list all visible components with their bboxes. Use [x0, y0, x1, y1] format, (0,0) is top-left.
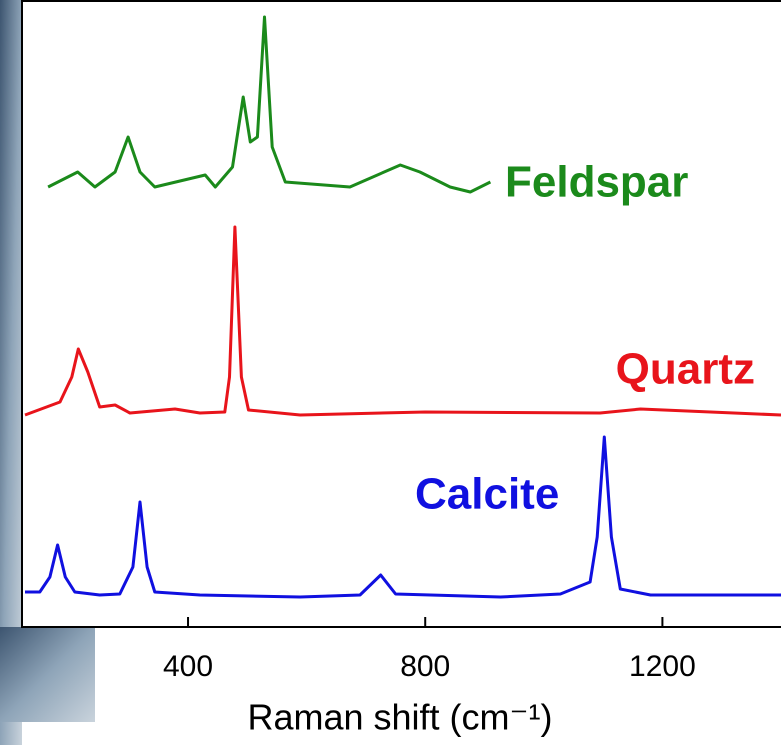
chart: Raman shift (cm⁻¹) 400 800 1200 Feldspar Qua…: [0, 0, 781, 745]
series-label: Feldspar: [505, 158, 688, 207]
series-label: Calcite: [415, 470, 559, 519]
x-tick-label: 800: [400, 650, 450, 683]
series-label: Quartz: [616, 345, 755, 394]
x-axis-label: Raman shift (cm⁻¹): [247, 697, 552, 738]
x-tick-label: 1200: [629, 650, 696, 683]
x-tick-label: 400: [163, 650, 213, 683]
background-photo: [0, 627, 95, 722]
